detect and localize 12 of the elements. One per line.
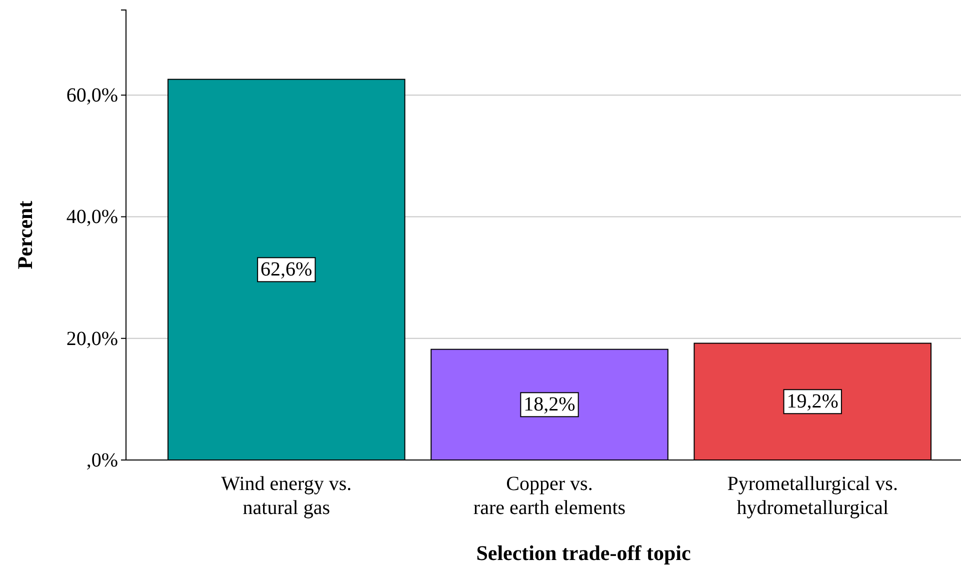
y-tick-label: 40,0% xyxy=(66,206,118,228)
y-tick-label: ,0% xyxy=(86,449,118,472)
x-tick-label: Wind energy vs. natural gas xyxy=(221,473,352,519)
x-tick-label: Pyrometallurgical vs. hydrometallurgical xyxy=(727,473,898,519)
data-label: 19,2% xyxy=(786,390,838,413)
x-tick-label: Copper vs. rare earth elements xyxy=(473,473,626,519)
y-tick-label: 20,0% xyxy=(66,328,118,350)
y-axis-title: Percent xyxy=(13,200,37,270)
y-tick-label: 60,0% xyxy=(66,84,118,107)
x-axis-title: Selection trade-off topic xyxy=(476,541,691,565)
data-label: 18,2% xyxy=(524,394,576,416)
data-label: 62,6% xyxy=(260,258,312,281)
